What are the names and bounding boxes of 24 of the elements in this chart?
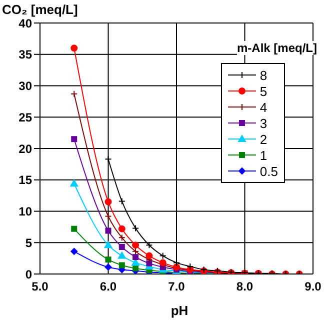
legend-label: 4	[260, 100, 268, 114]
y-tick-label: 30	[18, 79, 32, 94]
y-tick-label: 25	[18, 110, 32, 124]
legend-label: 8	[260, 68, 268, 82]
y-tick-label: 35	[18, 48, 32, 62]
y-tick-label: 10	[18, 204, 32, 219]
legend-label: 2	[260, 132, 268, 146]
x-tick-label: 9.0	[304, 280, 322, 294]
x-tick-label: 8.0	[236, 280, 254, 294]
x-axis-title: pH	[170, 303, 190, 318]
y-tick-label: 5	[25, 236, 32, 250]
legend-title: m-Alk [meq/L]	[236, 41, 317, 55]
y-tick-label: 20	[18, 142, 32, 156]
x-tick-label: 7.0	[168, 280, 186, 294]
legend-label: 1	[260, 148, 268, 162]
y-tick-label: 40	[18, 16, 32, 30]
x-tick-label: 5.0	[32, 280, 49, 294]
y-tick-label: 15	[18, 173, 32, 188]
x-tick-label: 6.0	[100, 280, 117, 294]
legend-label: 5	[260, 84, 268, 98]
legend-label: 0.5	[260, 164, 278, 178]
y-axis-title: CO₂ [meq/L]	[2, 2, 78, 17]
y-tick-label: 0	[25, 267, 32, 282]
legend-label: 3	[260, 116, 268, 130]
